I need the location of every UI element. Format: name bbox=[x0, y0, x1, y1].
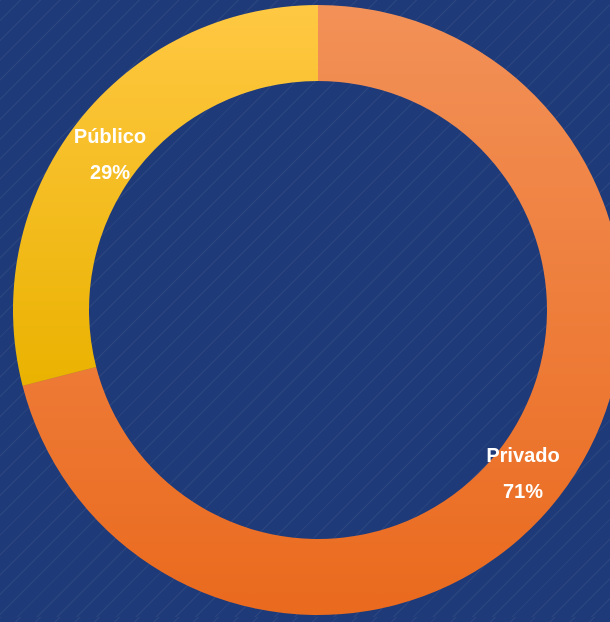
slice-value-privado: 71% bbox=[503, 481, 543, 503]
slice-label-publico: Público bbox=[74, 126, 146, 148]
slice-label-privado: Privado bbox=[486, 445, 559, 467]
donut-labels: Privado 71% Público 29% bbox=[74, 126, 560, 503]
slice-value-publico: 29% bbox=[90, 162, 130, 184]
slice-publico bbox=[12, 5, 318, 386]
donut-slices bbox=[12, 5, 610, 615]
